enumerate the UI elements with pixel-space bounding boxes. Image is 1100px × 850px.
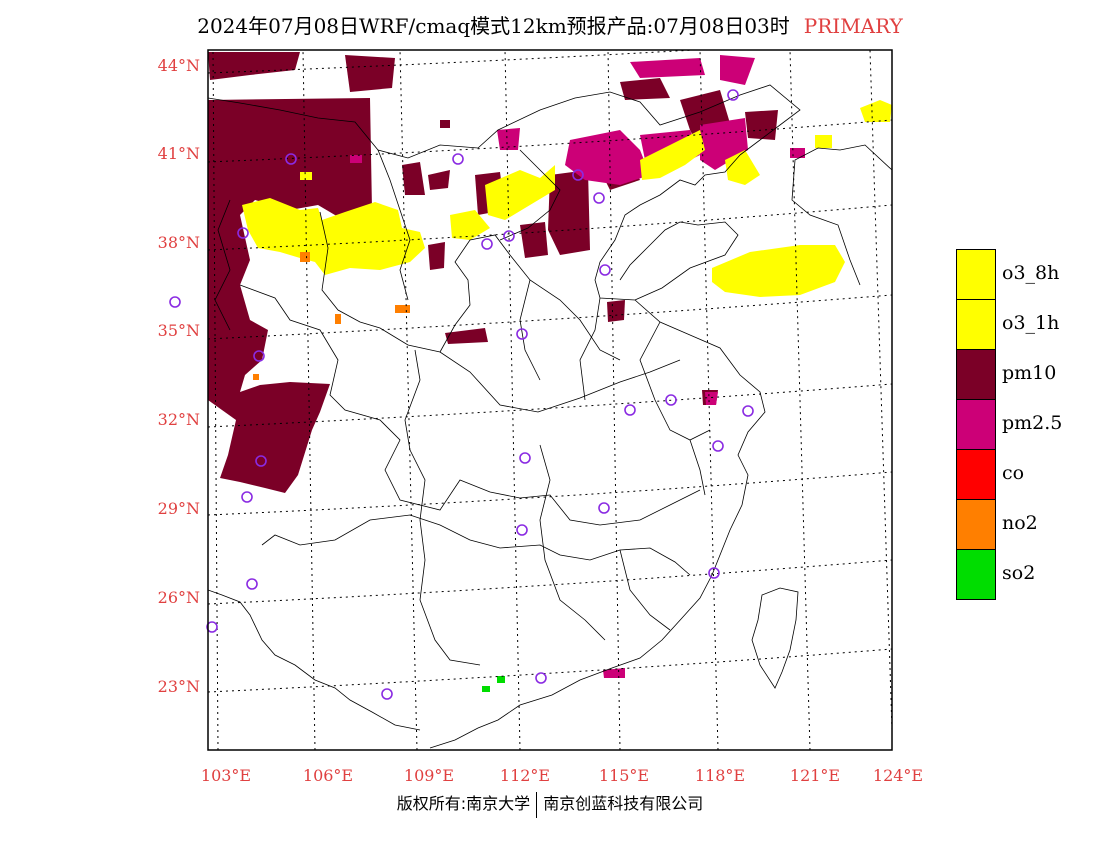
so2-region [482, 676, 505, 692]
station-markers [169, 89, 754, 700]
lon-label-106: 106°E [302, 766, 354, 785]
lon-label-124: 124°E [872, 766, 924, 785]
legend-swatch [956, 299, 996, 350]
primary-tag: PRIMARY [803, 14, 903, 38]
map-content [208, 50, 892, 750]
lat-label-41: 41°N [157, 144, 200, 163]
legend-label: pm2.5 [1002, 412, 1063, 434]
lat-label-29: 29°N [157, 499, 200, 518]
lat-label-32: 32°N [157, 410, 200, 429]
copyright-footer: 版权所有:南京大学 南京创蓝科技有限公司 [0, 790, 1100, 818]
lon-label-118: 118°E [694, 766, 746, 785]
o3-region [242, 100, 892, 297]
copyright-company: 南京创蓝科技有限公司 [543, 794, 704, 813]
legend-swatch [956, 499, 996, 550]
lon-label-109: 109°E [403, 766, 455, 785]
legend-label: co [1002, 462, 1025, 484]
legend-swatch [956, 399, 996, 450]
legend-label: so2 [1002, 562, 1036, 584]
lon-label-115: 115°E [598, 766, 650, 785]
legend-swatch [956, 549, 996, 600]
legend-label: o3_1h [1002, 312, 1060, 334]
legend-label: pm10 [1002, 362, 1057, 384]
lat-label-44: 44°N [157, 56, 200, 75]
pm10-region [208, 52, 778, 493]
copyright-owner: 版权所有:南京大学 [396, 794, 531, 813]
footer-separator [536, 791, 538, 818]
legend-swatch [956, 449, 996, 500]
map-title: 2024年07月08日WRF/cmaq模式12km预报产品:07月08日03时 P… [0, 10, 1100, 39]
lon-label-121: 121°E [789, 766, 841, 785]
boundaries [208, 84, 892, 749]
lat-label-23: 23°N [157, 677, 200, 696]
lat-label-35: 35°N [157, 321, 200, 340]
legend-label: o3_8h [1002, 262, 1060, 284]
lat-label-38: 38°N [157, 233, 200, 252]
map-title-main: 2024年07月08日WRF/cmaq模式12km预报产品:07月08日03时 [197, 14, 790, 38]
pm25-region [350, 55, 805, 678]
map-frame [207, 49, 893, 751]
legend-swatch [956, 249, 996, 300]
legend-label: no2 [1002, 512, 1038, 534]
lon-label-112: 112°E [499, 766, 551, 785]
lon-gridlines [212, 50, 892, 750]
legend-swatch [956, 349, 996, 400]
lon-label-103: 103°E [200, 766, 252, 785]
lat-label-26: 26°N [157, 588, 200, 607]
